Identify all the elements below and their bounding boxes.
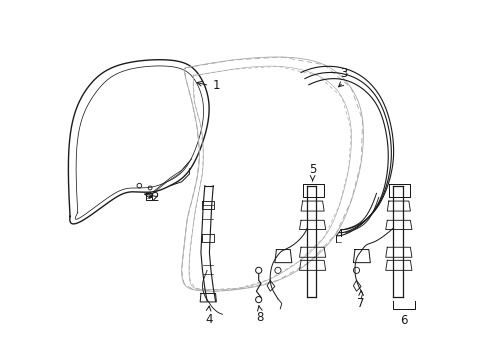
Text: 3: 3 <box>339 67 346 80</box>
Text: 6: 6 <box>400 314 407 327</box>
Text: 8: 8 <box>255 311 263 324</box>
Text: 1: 1 <box>212 79 220 92</box>
Text: 4: 4 <box>204 313 212 326</box>
Text: 5: 5 <box>308 163 316 176</box>
Text: 2: 2 <box>151 191 158 204</box>
Text: 7: 7 <box>357 297 364 310</box>
